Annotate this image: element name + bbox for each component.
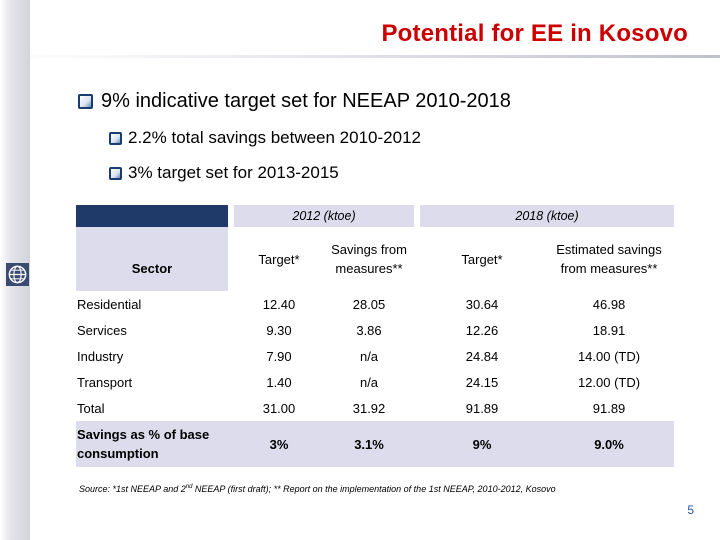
source-superscript: nd bbox=[185, 484, 193, 490]
bullet-main-text: 9% indicative target set for NEEAP 2010-… bbox=[101, 90, 511, 112]
cell-savings-2012: 28.05 bbox=[352, 296, 386, 312]
cell-savings-2012: n/a bbox=[359, 374, 379, 390]
source-prefix: Source: *1st NEEAP and 2 bbox=[79, 484, 186, 494]
title-divider bbox=[0, 55, 720, 58]
bullet-sub-1-text: 2.2% total savings between 2010-2012 bbox=[128, 128, 421, 147]
cell-target-2012: 3% bbox=[234, 421, 324, 467]
table-row-total: Total 31.00 31.92 91.89 91.89 bbox=[76, 395, 674, 421]
world-bank-globe-icon bbox=[6, 263, 29, 286]
row-label: Services bbox=[77, 322, 127, 338]
row-label: Residential bbox=[77, 296, 142, 312]
bullet-main: 9% indicative target set for NEEAP 2010-… bbox=[78, 90, 511, 113]
row-label: Total bbox=[77, 400, 105, 416]
table-row-savings-percent: Savings as % of base consumption 3% 3.1%… bbox=[76, 421, 675, 467]
cell-target-2018: 24.84 bbox=[465, 348, 499, 364]
cell-target-2018: 24.15 bbox=[465, 374, 499, 390]
cell-estimated-2018: 91.89 bbox=[592, 400, 626, 416]
source-footnote: Source: *1st NEEAP and 2nd NEEAP (first … bbox=[79, 484, 556, 494]
table-row-industry: Industry 7.90 n/a 24.84 14.00 (TD) bbox=[76, 343, 674, 369]
cell-savings-2012: 31.92 bbox=[352, 400, 386, 416]
header-target-2018: Target* bbox=[461, 251, 503, 267]
cell-estimated-2018: 18.91 bbox=[592, 322, 626, 338]
table-header-sub-row: Sector Target* Savings from measures** T… bbox=[76, 227, 674, 291]
cell-target-2018: 9% bbox=[420, 421, 545, 467]
header-corner bbox=[76, 205, 228, 227]
header-savings-2012: Savings from measures** bbox=[331, 242, 407, 276]
header-group-2012: 2012 (ktoe) bbox=[234, 205, 415, 227]
table-row-residential: Residential 12.40 28.05 30.64 46.98 bbox=[76, 291, 674, 317]
header-target-2012: Target* bbox=[258, 251, 300, 267]
checkbox-bullet-icon bbox=[109, 166, 122, 180]
table-row-services: Services 9.30 3.86 12.26 18.91 bbox=[76, 317, 674, 343]
cell-target-2018: 30.64 bbox=[465, 296, 499, 312]
row-label: Industry bbox=[77, 348, 124, 364]
cell-target-2012: 12.40 bbox=[262, 296, 296, 312]
header-sector: Sector bbox=[76, 227, 228, 291]
cell-estimated-2018: 46.98 bbox=[592, 296, 626, 312]
cell-target-2012: 9.30 bbox=[266, 322, 292, 338]
ee-potential-table: 2012 (ktoe) 2018 (ktoe) Sector Target* S… bbox=[76, 205, 675, 467]
cell-estimated-2018: 12.00 (TD) bbox=[577, 374, 641, 390]
cell-estimated-2018: 9.0% bbox=[544, 421, 675, 467]
bullet-sub-1: 2.2% total savings between 2010-2012 bbox=[109, 128, 421, 148]
cell-target-2018: 12.26 bbox=[465, 322, 499, 338]
cell-savings-2012: 3.86 bbox=[356, 322, 382, 338]
checkbox-bullet-icon bbox=[109, 131, 122, 145]
cell-target-2012: 1.40 bbox=[266, 374, 292, 390]
cell-savings-2012: n/a bbox=[359, 348, 379, 364]
row-label: Transport bbox=[77, 374, 133, 390]
page-title: Potential for EE in Kosovo bbox=[381, 20, 688, 47]
cell-estimated-2018: 14.00 (TD) bbox=[577, 348, 641, 364]
bullet-sub-2-text: 3% target set for 2013-2015 bbox=[128, 163, 339, 182]
table-row-transport: Transport 1.40 n/a 24.15 12.00 (TD) bbox=[76, 369, 674, 395]
row-label: Savings as % of base consumption bbox=[76, 421, 228, 467]
cell-target-2012: 7.90 bbox=[266, 348, 292, 364]
cell-savings-2012: 3.1% bbox=[324, 421, 415, 467]
page-number: 5 bbox=[687, 503, 694, 517]
bullet-sub-2: 3% target set for 2013-2015 bbox=[109, 163, 339, 183]
source-suffix: NEEAP (first draft); ** Report on the im… bbox=[192, 484, 556, 494]
cell-target-2018: 91.89 bbox=[465, 400, 499, 416]
checkbox-bullet-icon bbox=[78, 94, 93, 109]
table-header-group-row: 2012 (ktoe) 2018 (ktoe) bbox=[76, 205, 675, 227]
header-estimated-2018: Estimated savings from measures** bbox=[556, 242, 662, 276]
header-group-2018: 2018 (ktoe) bbox=[420, 205, 675, 227]
cell-target-2012: 31.00 bbox=[262, 400, 296, 416]
